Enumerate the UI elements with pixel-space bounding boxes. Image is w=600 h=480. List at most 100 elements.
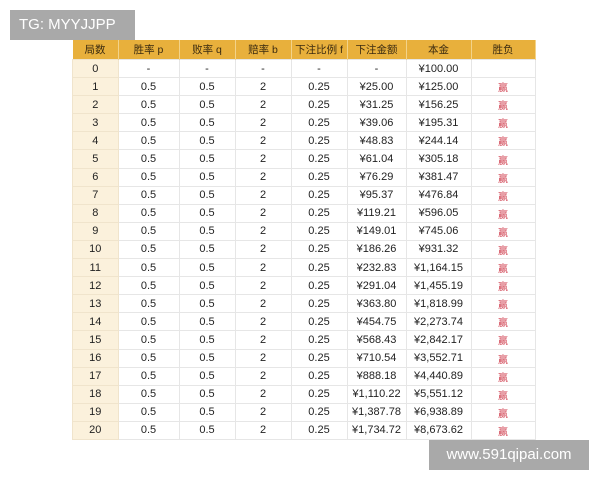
watermark-bottom: www.591qipai.com (429, 440, 589, 470)
table-cell: ¥596.05 (405, 203, 472, 223)
table-cell: 0.25 (290, 131, 348, 151)
table-cell: ¥1,164.15 (405, 258, 472, 278)
table-cell: 0.5 (117, 185, 180, 205)
table-cell: 0.25 (290, 312, 348, 332)
table-cell: 0.5 (117, 77, 180, 97)
table-cell: 0.5 (178, 221, 236, 241)
table-cell: 2 (234, 203, 292, 223)
table-cell: 2 (234, 131, 292, 151)
table-cell: 0.25 (290, 348, 348, 368)
table-cell: ¥31.25 (346, 95, 407, 115)
table-cell: 12 (72, 276, 119, 296)
table-cell: 0.25 (290, 167, 348, 187)
table-cell: 0.25 (290, 239, 348, 260)
table-cell: 0.5 (178, 330, 236, 350)
table-cell: 0.5 (117, 276, 180, 296)
table-cell: 16 (72, 348, 119, 368)
table-cell: ¥2,273.74 (405, 312, 472, 332)
table-cell: 0.5 (178, 294, 236, 314)
table-cell: 赢 (470, 384, 536, 404)
table-cell: 赢 (470, 294, 536, 314)
table-cell: ¥4,440.89 (405, 366, 472, 386)
table-cell: ¥95.37 (346, 185, 407, 205)
table-cell: 0.5 (178, 366, 236, 386)
table-cell: 赢 (470, 95, 536, 115)
table-cell: 1 (72, 77, 119, 97)
table-cell: - (234, 58, 292, 79)
table-cell: ¥25.00 (346, 77, 407, 97)
table-row: 18 0.5 0.5 2 0.25 ¥1,110.22 ¥5,551.12 赢 (72, 384, 536, 404)
table-cell: 赢 (470, 276, 536, 296)
table-cell: ¥48.83 (346, 131, 407, 151)
table-cell: ¥1,110.22 (346, 384, 407, 404)
table-cell: ¥100.00 (405, 58, 472, 79)
table-cell: ¥888.18 (346, 366, 407, 386)
table-cell: 0.5 (178, 131, 236, 151)
table-row: 5 0.5 0.5 2 0.25 ¥61.04 ¥305.18 赢 (72, 149, 536, 169)
table-row: 3 0.5 0.5 2 0.25 ¥39.06 ¥195.31 赢 (72, 113, 536, 133)
table-cell: 2 (234, 384, 292, 404)
table-cell: 0.5 (178, 348, 236, 368)
table-cell: 10 (72, 239, 119, 260)
table-cell: 0.25 (290, 402, 348, 422)
table-cell: 0.5 (117, 294, 180, 314)
table-cell: ¥1,734.72 (346, 420, 407, 440)
table-cell: 5 (72, 149, 119, 169)
column-header: 下注金额 (347, 40, 407, 60)
table-cell: 20 (72, 420, 119, 440)
table-cell: 赢 (470, 203, 536, 223)
table-cell: 0.25 (290, 221, 348, 241)
table-cell: 2 (234, 312, 292, 332)
table-cell: 0.5 (117, 420, 180, 440)
table-cell: ¥5,551.12 (405, 384, 472, 404)
table-cell: 0.5 (117, 113, 180, 133)
table-cell: 2 (234, 294, 292, 314)
column-header: 胜率 p (118, 40, 180, 60)
table-cell: 赢 (470, 330, 536, 350)
table-cell: ¥454.75 (346, 312, 407, 332)
table-cell: 赢 (470, 420, 536, 440)
table-cell: 0.5 (117, 95, 180, 115)
table-row: 4 0.5 0.5 2 0.25 ¥48.83 ¥244.14 赢 (72, 131, 536, 151)
table-cell: 赢 (470, 312, 536, 332)
table-row: 17 0.5 0.5 2 0.25 ¥888.18 ¥4,440.89 赢 (72, 366, 536, 386)
table-cell: 0.5 (117, 330, 180, 350)
table-cell: 2 (234, 330, 292, 350)
table-cell: ¥195.31 (405, 113, 472, 133)
table-cell: 2 (234, 167, 292, 187)
table-cell: 赢 (470, 149, 536, 169)
table-cell: 2 (234, 149, 292, 169)
table-cell: ¥745.06 (405, 221, 472, 241)
table-cell: 17 (72, 366, 119, 386)
table-cell: ¥568.43 (346, 330, 407, 350)
table-row: 2 0.5 0.5 2 0.25 ¥31.25 ¥156.25 赢 (72, 95, 536, 115)
table-cell: ¥1,455.19 (405, 276, 472, 296)
table-cell: - (178, 58, 236, 79)
table-cell: 0 (72, 58, 119, 79)
table-cell: 0.5 (178, 185, 236, 205)
table-cell: 0.5 (117, 348, 180, 368)
table-cell: 0.5 (117, 167, 180, 187)
table-row: 14 0.5 0.5 2 0.25 ¥454.75 ¥2,273.74 赢 (72, 312, 536, 332)
table-cell: 0.5 (117, 149, 180, 169)
table-cell: 0.5 (117, 312, 180, 332)
table-cell: 0.25 (290, 258, 348, 278)
table-cell: ¥156.25 (405, 95, 472, 115)
table-cell: 2 (72, 95, 119, 115)
table-cell: 0.5 (178, 113, 236, 133)
table-row: 13 0.5 0.5 2 0.25 ¥363.80 ¥1,818.99 赢 (72, 294, 536, 314)
table-cell: 3 (72, 113, 119, 133)
table-cell: 0.5 (117, 239, 180, 260)
table-cell: 0.25 (290, 77, 348, 97)
table-cell: 2 (234, 420, 292, 440)
table-cell: 0.25 (290, 276, 348, 296)
table-cell: - (290, 58, 348, 79)
table-cell: 0.5 (117, 203, 180, 223)
table-row: 0- - - - - ¥100.00 (72, 58, 536, 79)
table-cell: ¥363.80 (346, 294, 407, 314)
table-cell: ¥39.06 (346, 113, 407, 133)
table-cell (470, 58, 536, 79)
table-cell: 0.5 (178, 402, 236, 422)
table-cell: 14 (72, 312, 119, 332)
table-cell: 赢 (470, 185, 536, 205)
